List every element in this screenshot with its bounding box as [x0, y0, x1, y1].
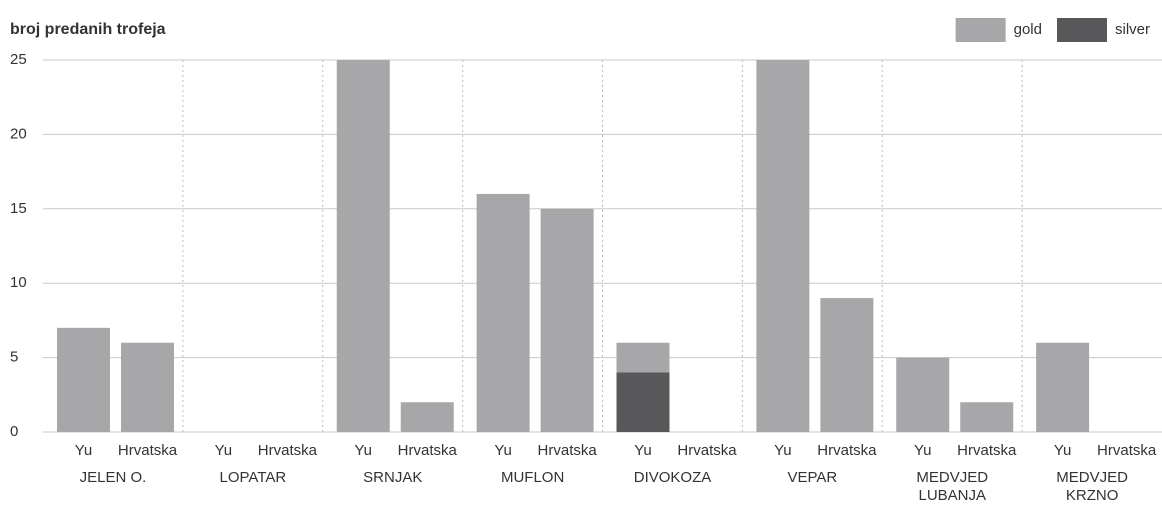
bar-segment [896, 357, 950, 432]
sub-tick-label: Yu [75, 442, 93, 459]
x-tick-label: MEDVJED LUBANJA [916, 469, 989, 504]
bar-segment [616, 342, 670, 373]
x-tick-label: MUFLON [500, 469, 565, 486]
bar-segment [57, 327, 110, 432]
bar-segment [960, 402, 1014, 432]
y-tick-label: 15 [10, 200, 27, 217]
legend-swatch [1056, 18, 1107, 42]
sub-tick-label: Hrvatska [538, 442, 598, 459]
sub-tick-label: Yu [774, 442, 792, 459]
y-tick-label: 10 [10, 274, 27, 291]
sub-tick-label: Hrvatska [398, 442, 458, 459]
y-tick-label: 25 [10, 51, 27, 68]
x-tick-label: LOPATAR [219, 469, 287, 486]
sub-tick-label: Hrvatska [957, 442, 1017, 459]
sub-tick-label: Yu [215, 442, 233, 459]
x-tick-label: JELEN O. [79, 469, 147, 486]
legend-label: gold [1014, 21, 1042, 38]
y-tick-label: 5 [10, 349, 18, 366]
sub-tick-label: Hrvatska [817, 442, 877, 459]
x-tick-label: SRNJAK [363, 469, 423, 486]
sub-tick-label: Yu [634, 442, 652, 459]
bar-segment [400, 402, 454, 432]
bar-segment [820, 298, 874, 432]
x-tick-label: MEDVJED KRZNO [1056, 469, 1128, 504]
sub-tick-label: Yu [494, 442, 512, 459]
y-tick-label: 0 [10, 423, 18, 440]
bar-segment [540, 208, 594, 432]
x-tick-label: VEPAR [787, 469, 838, 486]
bar-segment [756, 60, 810, 432]
sub-tick-label: Yu [354, 442, 372, 459]
sub-tick-label: Hrvatska [677, 442, 737, 459]
bar-segment [476, 193, 530, 432]
x-tick-label: DIVOKOZA [633, 469, 712, 486]
bar-segment [616, 372, 670, 432]
bar-segment [121, 342, 174, 432]
sub-tick-label: Hrvatska [1097, 442, 1157, 459]
sub-tick-label: Hrvatska [118, 442, 178, 459]
y-tick-label: 20 [10, 125, 27, 142]
sub-tick-label: Hrvatska [258, 442, 318, 459]
chart-title: broj predanih trofeja [10, 21, 166, 38]
sub-tick-label: Yu [914, 442, 932, 459]
legend-label: silver [1115, 21, 1150, 38]
sub-tick-label: Yu [1054, 442, 1072, 459]
bar-segment [336, 60, 390, 432]
legend-swatch [955, 18, 1006, 42]
bar-segment [1036, 342, 1090, 432]
